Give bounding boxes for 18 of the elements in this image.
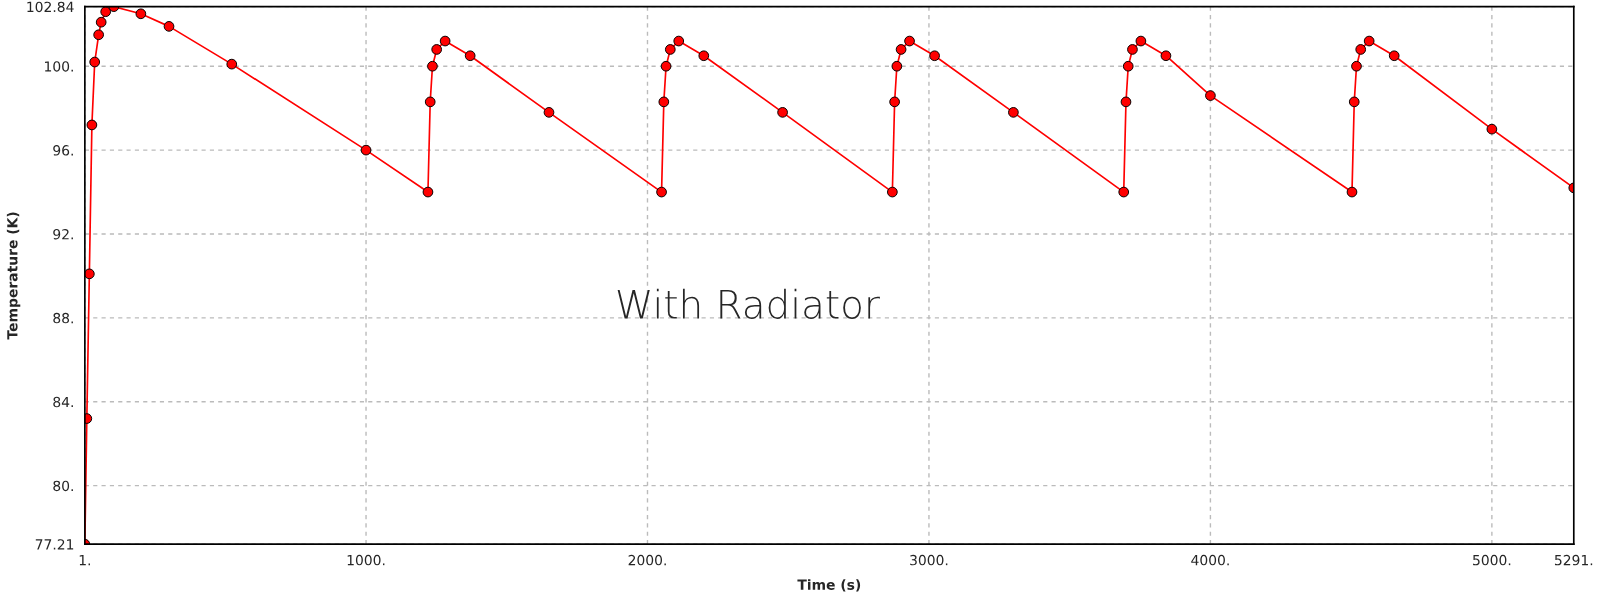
x-tick-label: 3000. xyxy=(910,554,948,566)
y-tick-label: 102.84 xyxy=(27,1,74,13)
annotation: With Radiator xyxy=(617,288,880,320)
y-tick-label: 100. xyxy=(45,61,73,72)
y-tick-label: 80. xyxy=(53,480,73,492)
x-axis-title: Time (s) xyxy=(797,579,861,592)
y-tick-label: 96. xyxy=(53,145,73,156)
x-tick-label: 4000. xyxy=(1191,554,1229,566)
x-tick-label: 1. xyxy=(79,555,90,566)
x-tick-label: 5291. xyxy=(1554,554,1593,566)
x-tick-label: 1000. xyxy=(347,554,385,566)
y-tick-label: 77.21 xyxy=(35,539,74,550)
y-tick-label: 92. xyxy=(53,228,73,240)
y-tick-label: 88. xyxy=(53,312,73,324)
y-tick-label: 84. xyxy=(53,396,73,408)
x-tick-label: 2000. xyxy=(628,554,666,566)
y-axis-title: Temperature (K) xyxy=(6,212,21,340)
x-tick-label: 5000. xyxy=(1473,554,1511,566)
